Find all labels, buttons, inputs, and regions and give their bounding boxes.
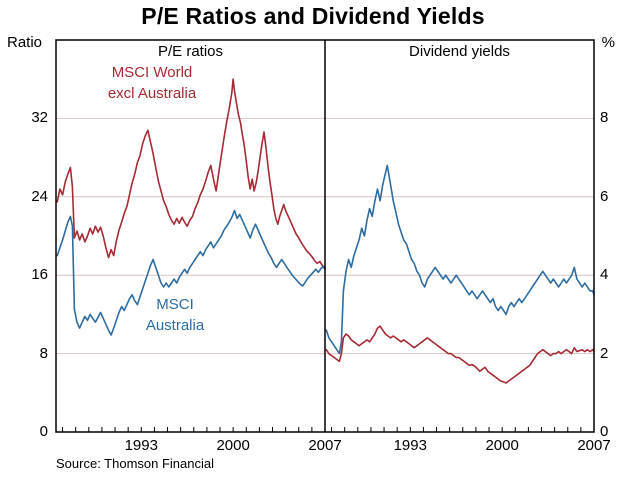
x-axis-tick-label: 2000 [216, 437, 250, 454]
x-axis-tick-label: 2007 [308, 437, 342, 454]
y-axis-tick-label-right: 8 [600, 109, 609, 127]
y-axis-tick-label-left: 16 [31, 266, 48, 284]
x-axis-tick-label: 2000 [485, 437, 519, 454]
panel-title-dividend-yields: Dividend yields [409, 43, 510, 60]
series-label-line: MSCI [156, 296, 194, 313]
series-label-line: MSCI World [111, 64, 193, 81]
y-axis-tick-label-left: 32 [31, 109, 48, 127]
series-line [56, 209, 326, 336]
panel-title-pe-ratios: P/E ratios [157, 43, 224, 60]
right-axis-unit-label: % [601, 34, 615, 51]
x-axis-tick-label: 2007 [577, 437, 611, 454]
source-note: Source: Thomson Financial [56, 456, 215, 471]
x-axis-tick-label: 1993 [393, 437, 427, 454]
left-axis-unit-label: Ratio [7, 34, 43, 51]
y-axis-tick-label-right: 4 [600, 266, 609, 284]
y-axis-tick-label-left: 0 [39, 423, 48, 440]
chart-title: P/E Ratios and Dividend Yields [141, 3, 485, 29]
y-axis-tick-label-right: 2 [600, 344, 609, 362]
series-line [325, 325, 595, 384]
y-axis-tick-label-right: 6 [600, 187, 609, 205]
y-axis-tick-label-left: 24 [31, 187, 48, 205]
y-axis-tick-label-left: 8 [39, 344, 48, 362]
series-label-msci-australia: MSCI Australia [128, 294, 222, 336]
series-label-line: excl Australia [107, 85, 197, 102]
series-line [56, 78, 326, 271]
series-label-line: Australia [145, 317, 205, 334]
y-axis-tick-label-right: 0 [600, 423, 609, 440]
series-label-msci-world-excl-australia: MSCI World excl Australia [86, 62, 218, 104]
x-axis-tick-label: 1993 [124, 437, 158, 454]
series-line [325, 164, 595, 355]
